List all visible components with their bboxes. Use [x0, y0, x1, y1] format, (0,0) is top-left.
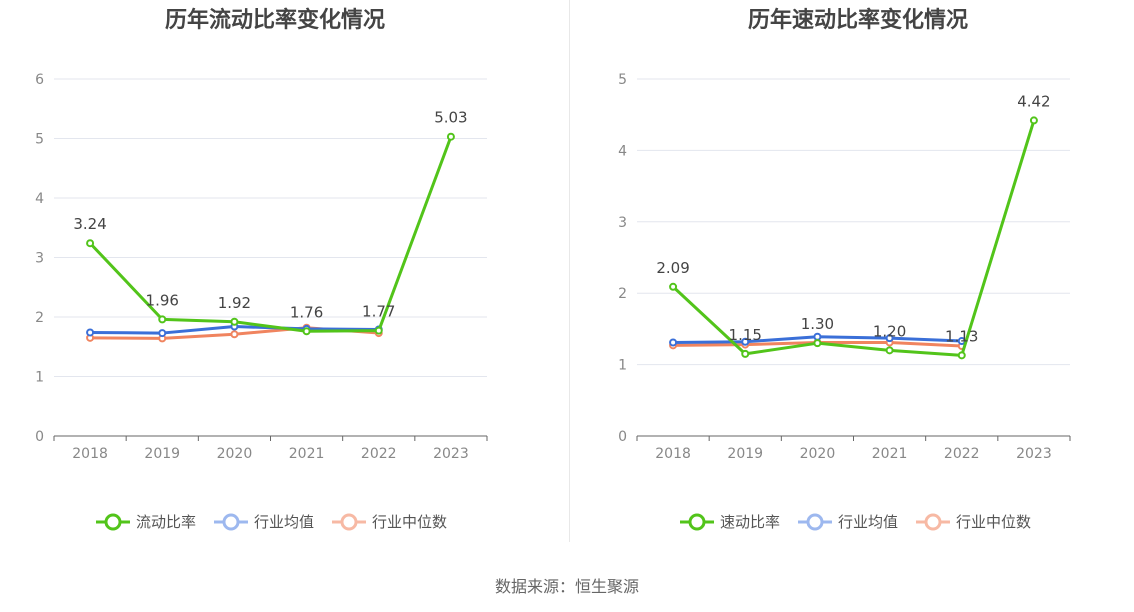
legend-label: 流动比率	[136, 513, 197, 531]
legend-item-industry-avg[interactable]: 行业均值	[798, 511, 898, 532]
x-tick-label: 2020	[800, 446, 836, 462]
legend-item-current-ratio[interactable]: 流动比率	[96, 511, 196, 532]
legend-quick-ratio: 速动比率 行业均值 行业中位数	[680, 511, 1031, 532]
data-point	[957, 351, 966, 360]
legend-label: 行业中位数	[372, 513, 448, 531]
data-point	[302, 327, 311, 336]
x-tick-label: 2021	[289, 446, 325, 462]
legend-marker-icon	[96, 513, 130, 530]
y-tick-label: 6	[35, 72, 44, 88]
legend-label: 速动比率	[720, 513, 781, 531]
data-label: 4.42	[1017, 92, 1050, 110]
series-line	[672, 119, 1036, 357]
legend-marker-icon	[916, 513, 951, 530]
data-label: 1.96	[146, 291, 179, 309]
legend-marker-icon	[332, 513, 367, 530]
legend-label: 行业中位数	[956, 513, 1032, 531]
data-point	[446, 132, 455, 141]
x-tick-label: 2019	[144, 446, 180, 462]
data-label: 5.03	[434, 109, 467, 127]
x-tick-label: 2023	[1016, 446, 1052, 462]
data-point	[158, 315, 167, 324]
data-point	[374, 326, 383, 335]
y-tick-label: 1	[618, 358, 627, 374]
x-tick-label: 2022	[944, 446, 980, 462]
data-label: 1.30	[801, 315, 834, 333]
data-point	[885, 346, 894, 355]
data-label: 1.13	[945, 327, 978, 345]
y-tick-label: 2	[35, 310, 44, 326]
x-tick-label: 2023	[433, 446, 469, 462]
data-point	[1029, 116, 1038, 125]
data-label: 1.77	[362, 303, 395, 321]
legend-item-industry-median[interactable]: 行业中位数	[332, 511, 447, 532]
data-source: 数据来源：恒生聚源	[494, 577, 639, 596]
series-line	[88, 136, 453, 333]
data-point	[669, 282, 678, 291]
y-tick-label: 0	[618, 429, 627, 445]
x-tick-label: 2022	[361, 446, 397, 462]
legend-item-industry-avg[interactable]: 行业均值	[214, 511, 314, 532]
x-tick-label: 2018	[655, 446, 691, 462]
x-tick-label: 2021	[872, 446, 908, 462]
chart-title-current-ratio: 历年流动比率变化情况	[164, 8, 385, 33]
legend-item-industry-median[interactable]: 行业中位数	[916, 511, 1031, 532]
y-tick-label: 2	[618, 286, 627, 302]
chart-divider	[569, 0, 570, 542]
data-point	[813, 339, 822, 348]
data-point	[230, 330, 239, 339]
legend-label: 行业均值	[254, 513, 315, 531]
y-tick-label: 3	[618, 215, 627, 231]
chart-title-quick-ratio: 历年速动比率变化情况	[747, 8, 968, 33]
data-label: 1.20	[873, 322, 906, 340]
legend-current-ratio: 流动比率 行业均值 行业中位数	[96, 511, 447, 532]
data-point	[813, 332, 822, 341]
data-point	[741, 337, 750, 346]
data-point	[86, 239, 95, 248]
y-tick-label: 3	[35, 251, 44, 267]
x-tick-label: 2018	[72, 446, 108, 462]
x-tick-label: 2020	[217, 446, 253, 462]
data-point	[885, 334, 894, 343]
y-tick-label: 1	[35, 370, 44, 386]
x-tick-label: 2019	[727, 446, 763, 462]
legend-label: 行业均值	[838, 513, 899, 531]
legend-item-quick-ratio[interactable]: 速动比率	[680, 511, 780, 532]
data-point	[230, 317, 239, 326]
y-tick-label: 5	[618, 72, 627, 88]
data-point	[669, 338, 678, 347]
data-point	[158, 329, 167, 338]
legend-marker-icon	[214, 513, 249, 530]
y-tick-label: 4	[618, 143, 627, 159]
y-tick-label: 4	[35, 191, 44, 207]
data-label: 1.15	[729, 326, 762, 344]
y-tick-label: 0	[35, 429, 44, 445]
data-label: 1.76	[290, 303, 323, 321]
data-label: 2.09	[656, 259, 689, 277]
data-point	[741, 349, 750, 358]
legend-marker-icon	[798, 513, 833, 530]
data-point	[86, 328, 95, 337]
legend-marker-icon	[680, 513, 714, 530]
data-label: 1.92	[218, 294, 251, 312]
data-label: 3.24	[73, 215, 106, 233]
y-tick-label: 5	[35, 132, 44, 148]
